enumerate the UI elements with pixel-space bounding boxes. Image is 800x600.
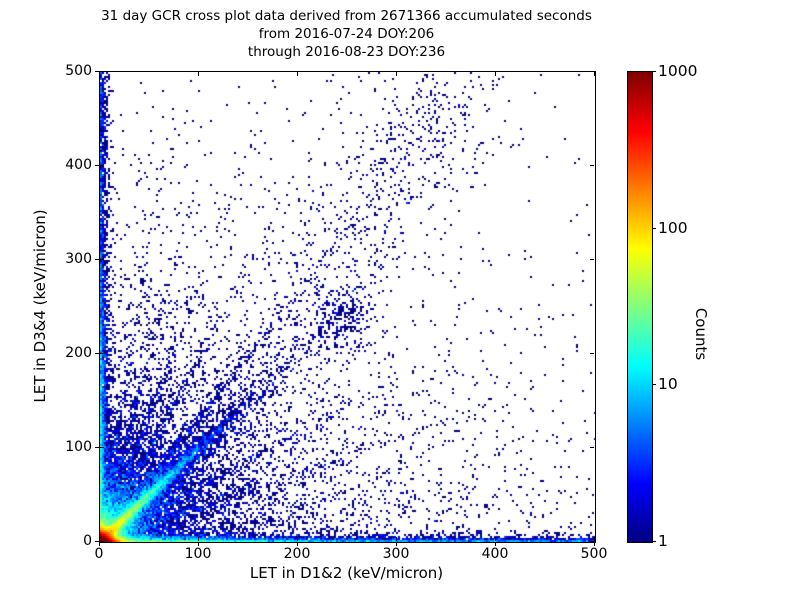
colorbar-tick-mark (652, 541, 656, 542)
x-tick-mark (594, 72, 595, 76)
x-tick-label-500: 500 (580, 546, 608, 562)
x-tick-label-200: 200 (283, 546, 311, 562)
y-tick-mark (95, 165, 99, 166)
y-tick-label-400: 400 (65, 157, 92, 173)
colorbar (627, 71, 653, 543)
y-tick-mark (590, 165, 594, 166)
y-tick-label-300: 300 (65, 251, 92, 267)
chart-title-line-3: through 2016-08-23 DOY:236 (247, 44, 446, 60)
x-tick-mark (495, 72, 496, 76)
colorbar-tick-mark (652, 228, 656, 229)
y-tick-label-100: 100 (65, 439, 92, 455)
x-tick-mark (198, 72, 199, 76)
x-tick-mark (396, 537, 397, 541)
y-tick-mark (100, 71, 104, 72)
colorbar-gradient-canvas (628, 72, 652, 542)
colorbar-tick-mark (652, 71, 656, 72)
y-tick-mark (95, 353, 99, 354)
x-tick-mark (297, 537, 298, 541)
colorbar-tick-label-100: 100 (658, 219, 688, 237)
chart-title-line-2: from 2016-07-24 DOY:206 (258, 26, 435, 42)
x-tick-mark (594, 537, 595, 541)
x-tick-mark (99, 72, 100, 76)
y-tick-mark (95, 541, 99, 542)
x-tick-mark (495, 542, 496, 546)
y-tick-label-500: 500 (65, 63, 92, 79)
y-tick-mark (100, 541, 104, 542)
x-axis-label: LET in D1&2 (keV/micron) (249, 564, 444, 582)
colorbar-axis-label: Counts (692, 307, 710, 361)
y-tick-mark (590, 541, 594, 542)
chart-title-line-1: 31 day GCR cross plot data derived from … (101, 8, 592, 24)
x-tick-mark (495, 537, 496, 541)
plot-area (99, 71, 596, 543)
y-tick-mark (95, 447, 99, 448)
x-tick-mark (198, 537, 199, 541)
x-tick-label-0: 0 (94, 546, 104, 562)
colorbar-tick-label-10: 10 (658, 375, 678, 393)
x-tick-mark (297, 542, 298, 546)
y-tick-mark (590, 71, 594, 72)
y-tick-mark (95, 259, 99, 260)
x-tick-mark (297, 72, 298, 76)
x-tick-label-400: 400 (481, 546, 509, 562)
y-tick-mark (590, 259, 594, 260)
y-tick-mark (100, 353, 104, 354)
x-tick-mark (396, 542, 397, 546)
x-tick-mark (99, 542, 100, 546)
y-tick-mark (100, 447, 104, 448)
y-tick-mark (95, 71, 99, 72)
y-tick-mark (590, 447, 594, 448)
x-tick-label-300: 300 (382, 546, 410, 562)
x-tick-mark (594, 542, 595, 546)
y-tick-mark (100, 165, 104, 166)
colorbar-tick-label-1: 1 (658, 532, 668, 550)
x-tick-mark (198, 542, 199, 546)
y-tick-mark (100, 259, 104, 260)
colorbar-tick-mark (652, 384, 656, 385)
y-tick-label-200: 200 (65, 345, 92, 361)
x-tick-mark (396, 72, 397, 76)
x-tick-label-100: 100 (184, 546, 212, 562)
colorbar-tick-label-1000: 1000 (658, 62, 698, 80)
y-axis-label: LET in D3&4 (keV/micron) (31, 209, 49, 403)
scatter-density-canvas (100, 72, 595, 542)
y-tick-mark (590, 353, 594, 354)
y-tick-label-0: 0 (83, 533, 92, 549)
x-tick-mark (99, 537, 100, 541)
